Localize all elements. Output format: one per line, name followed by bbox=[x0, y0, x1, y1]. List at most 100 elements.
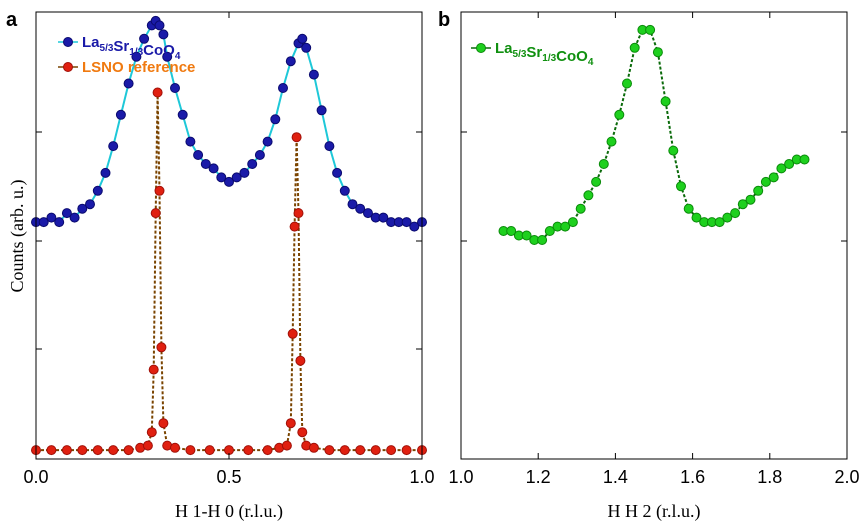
data-point bbox=[154, 185, 165, 196]
data-point bbox=[148, 364, 159, 375]
panel-b-frame bbox=[460, 11, 848, 460]
data-point bbox=[208, 163, 219, 174]
data-point bbox=[193, 150, 204, 160]
data-point bbox=[544, 226, 555, 236]
data-point bbox=[668, 145, 679, 156]
data-point bbox=[61, 208, 72, 219]
data-point bbox=[270, 114, 281, 125]
legend-label: LSNO reference bbox=[82, 59, 195, 76]
legend-item-1: La5/3Sr1/3CoO4 bbox=[58, 34, 181, 62]
data-point bbox=[200, 159, 211, 169]
data-point bbox=[162, 51, 173, 62]
data-point bbox=[123, 78, 134, 89]
data-point bbox=[69, 212, 80, 223]
x-tick-label: 1.8 bbox=[757, 467, 782, 487]
data-point bbox=[185, 136, 196, 147]
data-point bbox=[567, 217, 578, 228]
data-point bbox=[287, 328, 298, 339]
data-point bbox=[324, 141, 335, 152]
legend-marker bbox=[63, 62, 73, 72]
data-point bbox=[281, 440, 292, 451]
data-point bbox=[115, 109, 126, 120]
panel-a-frame bbox=[35, 11, 423, 460]
data-point bbox=[123, 445, 134, 456]
data-point bbox=[401, 217, 412, 228]
data-point bbox=[146, 427, 157, 438]
data-point bbox=[799, 154, 810, 165]
data-point bbox=[204, 445, 215, 456]
data-point bbox=[170, 83, 180, 93]
data-point bbox=[297, 33, 308, 44]
data-point bbox=[370, 445, 381, 456]
data-point bbox=[46, 445, 57, 456]
data-point bbox=[262, 445, 273, 456]
data-point bbox=[224, 176, 234, 187]
data-point bbox=[401, 445, 412, 456]
data-point bbox=[339, 185, 350, 196]
data-point bbox=[278, 83, 288, 93]
data-point bbox=[714, 217, 725, 228]
legend-item-2: LSNO reference bbox=[58, 59, 195, 76]
data-point bbox=[614, 109, 625, 120]
data-point bbox=[293, 208, 304, 219]
data-point bbox=[150, 208, 161, 219]
data-point bbox=[297, 427, 308, 438]
data-point bbox=[139, 33, 150, 44]
data-point bbox=[583, 190, 594, 201]
data-point bbox=[768, 172, 779, 183]
data-point bbox=[247, 159, 258, 169]
data-point bbox=[683, 203, 694, 214]
data-point bbox=[537, 235, 548, 245]
data-point bbox=[737, 199, 748, 210]
data-point bbox=[622, 78, 632, 89]
data-point bbox=[308, 69, 319, 80]
legend-item-1: La5/3Sr1/3CoO4 bbox=[471, 40, 594, 68]
data-point bbox=[108, 445, 119, 456]
panel-b-label: b bbox=[438, 9, 450, 31]
x-tick-label: 1.4 bbox=[603, 467, 628, 487]
data-point bbox=[262, 136, 273, 147]
data-point bbox=[308, 442, 319, 453]
data-point bbox=[170, 442, 180, 453]
data-point bbox=[332, 167, 343, 178]
data-point bbox=[645, 24, 656, 35]
panel-b-ticks: 1.0 1.2 1.4 1.6 1.8 2.0 bbox=[448, 12, 860, 487]
data-point bbox=[54, 217, 65, 228]
data-point bbox=[409, 221, 420, 232]
data-point bbox=[185, 445, 196, 456]
data-point bbox=[295, 355, 306, 366]
data-point bbox=[591, 176, 602, 187]
data-point bbox=[177, 109, 188, 120]
panel-a-ylabel: Counts (arb. u.) bbox=[7, 180, 28, 293]
data-point bbox=[652, 47, 663, 58]
series-1-fit-line bbox=[36, 19, 423, 228]
legend-label: La5/3Sr1/3CoO4 bbox=[495, 40, 594, 68]
series-2 bbox=[31, 87, 427, 456]
data-point bbox=[745, 194, 756, 205]
x-tick-label: 1.6 bbox=[680, 467, 705, 487]
data-point bbox=[38, 217, 49, 228]
data-point bbox=[506, 226, 517, 236]
data-point bbox=[239, 167, 250, 178]
panel-b-data bbox=[498, 24, 810, 245]
x-tick-label: 0.5 bbox=[216, 467, 241, 487]
data-point bbox=[629, 42, 640, 53]
data-point bbox=[722, 212, 733, 223]
data-point bbox=[598, 159, 609, 169]
series-1 bbox=[498, 24, 810, 245]
panel-a-ticks: 0.0 0.5 1.0 bbox=[23, 12, 435, 487]
x-tick-label: 1.2 bbox=[526, 467, 551, 487]
data-point bbox=[46, 212, 57, 223]
data-point bbox=[606, 136, 617, 147]
data-point bbox=[285, 418, 296, 429]
data-point bbox=[231, 172, 242, 183]
data-point bbox=[347, 199, 358, 210]
data-point bbox=[158, 418, 169, 429]
data-point bbox=[378, 212, 389, 223]
series-2-fit-line bbox=[36, 92, 422, 452]
data-point bbox=[753, 185, 764, 196]
data-point bbox=[676, 181, 686, 192]
x-tick-label: 0.0 bbox=[23, 467, 48, 487]
